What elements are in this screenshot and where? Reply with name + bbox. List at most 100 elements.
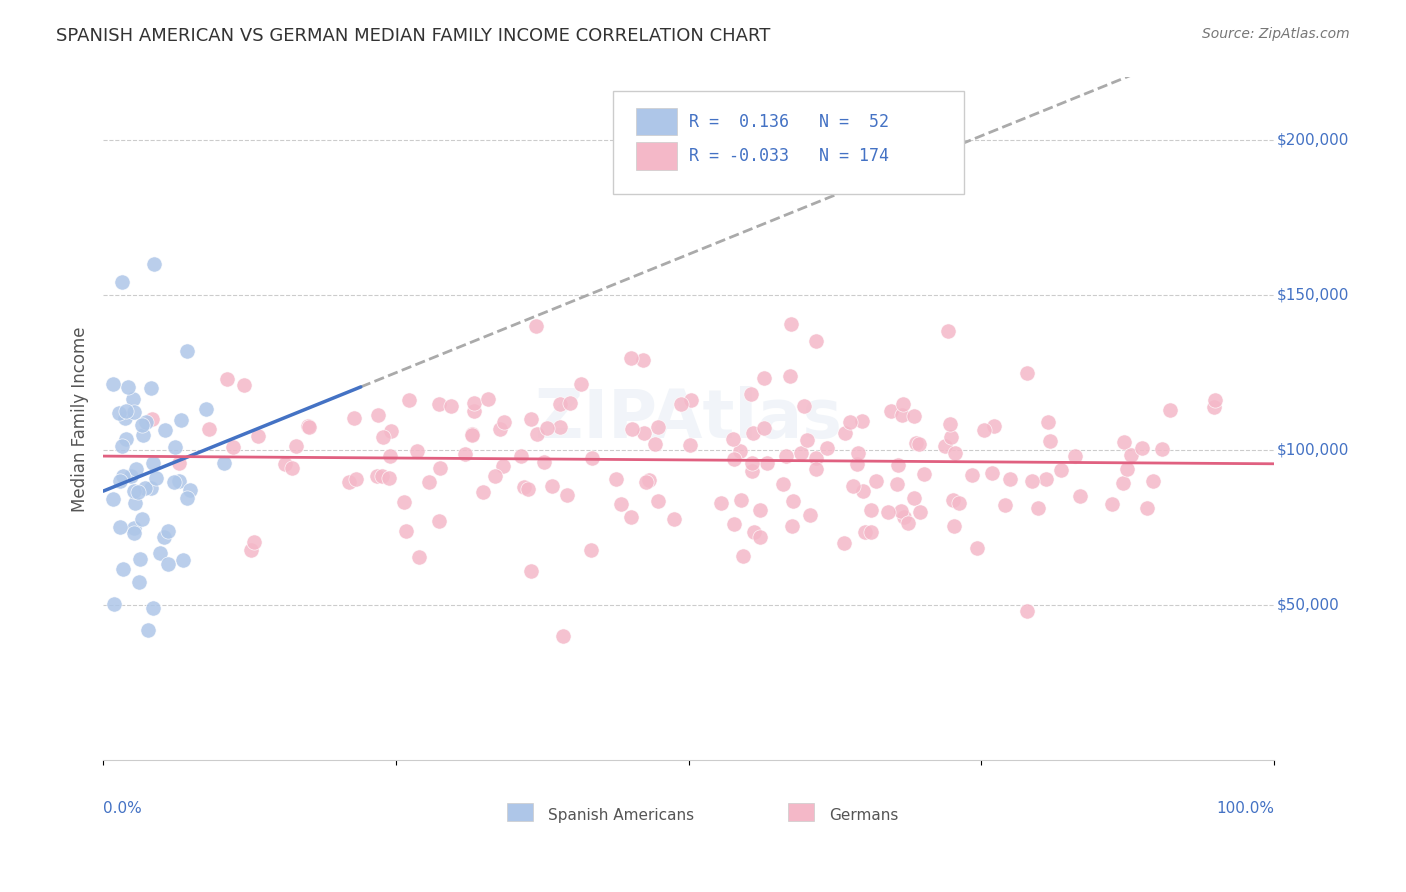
Point: [1063, 449, 1085, 463]
Point: [581, 451, 603, 466]
Point: [176, 343, 198, 358]
Point: [998, 472, 1021, 486]
Point: [815, 441, 838, 455]
Point: [380, 425, 402, 439]
Point: [939, 417, 962, 432]
Point: [463, 396, 485, 410]
Point: [406, 444, 429, 458]
Point: [893, 510, 915, 524]
Point: [633, 425, 655, 440]
Point: [516, 483, 538, 497]
Point: [524, 318, 547, 333]
Point: [176, 491, 198, 505]
Point: [779, 369, 801, 384]
Point: [880, 404, 903, 418]
Point: [127, 485, 149, 500]
Point: [170, 413, 193, 427]
Point: [129, 552, 152, 566]
Point: [232, 377, 254, 392]
Point: [1026, 500, 1049, 515]
Point: [912, 467, 935, 482]
Point: [741, 464, 763, 478]
Point: [942, 519, 965, 533]
Point: [903, 409, 925, 424]
Point: [142, 457, 165, 471]
Point: [141, 381, 163, 395]
Point: [548, 420, 571, 434]
Point: [125, 462, 148, 476]
Point: [418, 475, 440, 490]
Point: [841, 479, 863, 493]
Bar: [508, 804, 533, 821]
Point: [367, 408, 389, 422]
Point: [723, 517, 745, 532]
Point: [1142, 474, 1164, 488]
Point: [780, 519, 803, 533]
Point: [748, 503, 770, 517]
Point: [536, 421, 558, 435]
Point: [371, 430, 394, 444]
Point: [934, 438, 956, 452]
Point: [273, 457, 295, 471]
Point: [846, 457, 869, 471]
Point: [489, 422, 512, 436]
Point: [163, 475, 186, 489]
Point: [1035, 472, 1057, 486]
Point: [804, 451, 827, 466]
Point: [122, 405, 145, 419]
Point: [679, 392, 702, 407]
Point: [156, 557, 179, 571]
Point: [908, 437, 931, 451]
Point: [156, 524, 179, 538]
Point: [853, 524, 876, 539]
Point: [834, 425, 856, 440]
Point: [799, 508, 821, 522]
Point: [131, 417, 153, 432]
Point: [1114, 434, 1136, 449]
Point: [427, 397, 450, 411]
Point: [509, 449, 531, 463]
Point: [124, 496, 146, 510]
Point: [848, 446, 870, 460]
Point: [167, 474, 190, 488]
FancyBboxPatch shape: [613, 91, 965, 194]
Point: [731, 549, 754, 564]
Point: [440, 399, 463, 413]
Point: [111, 275, 134, 289]
Point: [298, 419, 321, 434]
Point: [1069, 489, 1091, 503]
Point: [669, 397, 692, 411]
Text: $150,000: $150,000: [1277, 287, 1348, 302]
Point: [891, 396, 914, 410]
Point: [610, 497, 633, 511]
Point: [740, 387, 762, 401]
Text: $50,000: $50,000: [1277, 598, 1340, 613]
Point: [392, 495, 415, 509]
Point: [122, 392, 145, 407]
Point: [730, 492, 752, 507]
Text: SPANISH AMERICAN VS GERMAN MEDIAN FAMILY INCOME CORRELATION CHART: SPANISH AMERICAN VS GERMAN MEDIAN FAMILY…: [56, 27, 770, 45]
Text: Spanish Americans: Spanish Americans: [548, 808, 695, 823]
Point: [973, 423, 995, 437]
Point: [135, 415, 157, 429]
Point: [533, 455, 555, 469]
Point: [860, 503, 883, 517]
Point: [111, 439, 134, 453]
Point: [897, 516, 920, 531]
Point: [647, 420, 669, 434]
Point: [796, 433, 818, 447]
Point: [936, 324, 959, 338]
Point: [877, 505, 900, 519]
Point: [942, 492, 965, 507]
Text: $200,000: $200,000: [1277, 132, 1348, 147]
Point: [804, 334, 827, 349]
Point: [280, 461, 302, 475]
Point: [366, 468, 388, 483]
Point: [132, 427, 155, 442]
Text: 0.0%: 0.0%: [103, 801, 142, 816]
Point: [981, 466, 1004, 480]
Point: [644, 437, 666, 451]
Point: [1101, 497, 1123, 511]
Point: [1204, 392, 1226, 407]
Point: [114, 432, 136, 446]
